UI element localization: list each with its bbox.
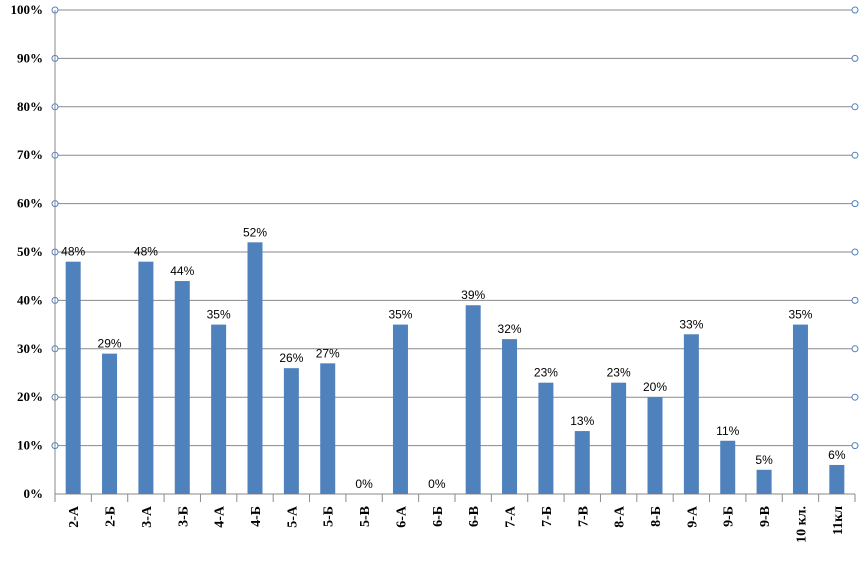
bar bbox=[465, 305, 481, 494]
data-label: 0% bbox=[355, 477, 373, 491]
data-label: 29% bbox=[98, 337, 122, 351]
x-tick-label: 7-В bbox=[576, 506, 591, 527]
bar bbox=[720, 440, 736, 494]
y-tick-label: 100% bbox=[11, 2, 44, 17]
gridline-marker bbox=[851, 103, 859, 111]
data-label: 33% bbox=[679, 317, 703, 331]
data-label: 20% bbox=[643, 380, 667, 394]
bar bbox=[392, 324, 408, 494]
bar bbox=[792, 324, 808, 494]
x-tick-label: 4-Б bbox=[249, 506, 264, 527]
y-tick-label: 50% bbox=[17, 244, 43, 259]
x-tick-label: 6-В bbox=[467, 506, 482, 527]
bar bbox=[102, 353, 118, 494]
data-label: 44% bbox=[170, 264, 194, 278]
data-label: 23% bbox=[534, 366, 558, 380]
gridline-marker bbox=[851, 345, 859, 353]
data-label: 35% bbox=[388, 308, 412, 322]
y-tick-label: 70% bbox=[17, 147, 43, 162]
bar bbox=[756, 469, 772, 494]
data-label: 27% bbox=[316, 346, 340, 360]
gridline-marker bbox=[851, 393, 859, 401]
data-label: 35% bbox=[207, 308, 231, 322]
x-tick-label: 11кл bbox=[831, 506, 846, 535]
bar bbox=[283, 368, 299, 494]
gridline-marker bbox=[851, 296, 859, 304]
bar bbox=[65, 261, 81, 494]
data-label: 0% bbox=[428, 477, 446, 491]
data-label: 48% bbox=[61, 245, 85, 259]
y-axis-ticks: 0% 10% 20% 30% 40% 50% 60% 70% 80% 90% 100% bbox=[11, 2, 44, 501]
bar bbox=[174, 281, 190, 494]
bars bbox=[65, 242, 845, 494]
gridline-marker bbox=[851, 54, 859, 62]
y-tick-label: 20% bbox=[17, 389, 43, 404]
x-tick-label: 9-Б bbox=[722, 506, 737, 527]
x-tick-label: 2-Б bbox=[104, 506, 119, 527]
bar bbox=[829, 464, 845, 494]
gridline-marker bbox=[851, 248, 859, 256]
y-tick-label: 10% bbox=[17, 438, 43, 453]
bar bbox=[211, 324, 227, 494]
x-tick-label: 7-А bbox=[504, 505, 519, 528]
x-tick-label: 8-Б bbox=[649, 506, 664, 527]
x-axis-ticks: 2-А 2-Б 3-А 3-Б 4-А 4-Б 5-А 5-Б 5-В 6-А 6-Б 6-В 7-А 7… bbox=[67, 505, 846, 543]
x-tick-label: 6-Б bbox=[431, 506, 446, 527]
x-tick-label: 5-А bbox=[285, 505, 300, 528]
y-tick-label: 0% bbox=[24, 486, 44, 501]
y-tick-label: 90% bbox=[17, 50, 43, 65]
x-tick-label: 4-А bbox=[213, 505, 228, 528]
bar bbox=[647, 397, 663, 494]
bar bbox=[320, 363, 336, 494]
data-label: 5% bbox=[755, 453, 773, 467]
x-tick-label: 3-А bbox=[140, 505, 155, 528]
y-tick-label: 30% bbox=[17, 341, 43, 356]
bar bbox=[538, 382, 554, 494]
gridline-marker bbox=[851, 200, 859, 208]
x-tick-label: 3-Б bbox=[176, 506, 191, 527]
gridline-marker bbox=[851, 151, 859, 159]
data-label: 6% bbox=[828, 448, 846, 462]
data-label: 23% bbox=[607, 366, 631, 380]
bar bbox=[247, 242, 263, 494]
x-tick-label: 9-В bbox=[758, 506, 773, 527]
gridline-marker bbox=[851, 442, 859, 450]
bar bbox=[138, 261, 154, 494]
x-tick-label: 5-Б bbox=[322, 506, 337, 527]
data-label: 32% bbox=[498, 322, 522, 336]
data-label: 26% bbox=[279, 351, 303, 365]
data-label: 39% bbox=[461, 288, 485, 302]
y-tick-label: 60% bbox=[17, 196, 43, 211]
bar bbox=[611, 382, 627, 494]
y-tick-label: 80% bbox=[17, 99, 43, 114]
data-labels: 48% 29% 48% 44% 35% 52% 26% 27% 0% 35% 0% 39% 32% 23%… bbox=[61, 225, 846, 491]
bar bbox=[574, 431, 590, 494]
data-label: 52% bbox=[243, 225, 267, 239]
gridline-marker bbox=[851, 6, 859, 14]
x-tick-label: 5-В bbox=[358, 506, 373, 527]
x-tick-label: 10 кл. bbox=[794, 506, 809, 543]
data-label: 11% bbox=[716, 424, 739, 438]
x-tick-label: 9-А bbox=[685, 505, 700, 528]
x-tick-label: 7-Б bbox=[540, 506, 555, 527]
data-label: 13% bbox=[570, 414, 594, 428]
bar bbox=[502, 339, 518, 494]
x-tick-label: 6-А bbox=[394, 505, 409, 528]
x-tick-label: 2-А bbox=[67, 505, 82, 528]
y-tick-label: 40% bbox=[17, 292, 43, 307]
data-label: 48% bbox=[134, 245, 158, 259]
bar bbox=[683, 334, 699, 494]
x-tick-label: 8-А bbox=[613, 505, 628, 528]
data-label: 35% bbox=[788, 308, 812, 322]
